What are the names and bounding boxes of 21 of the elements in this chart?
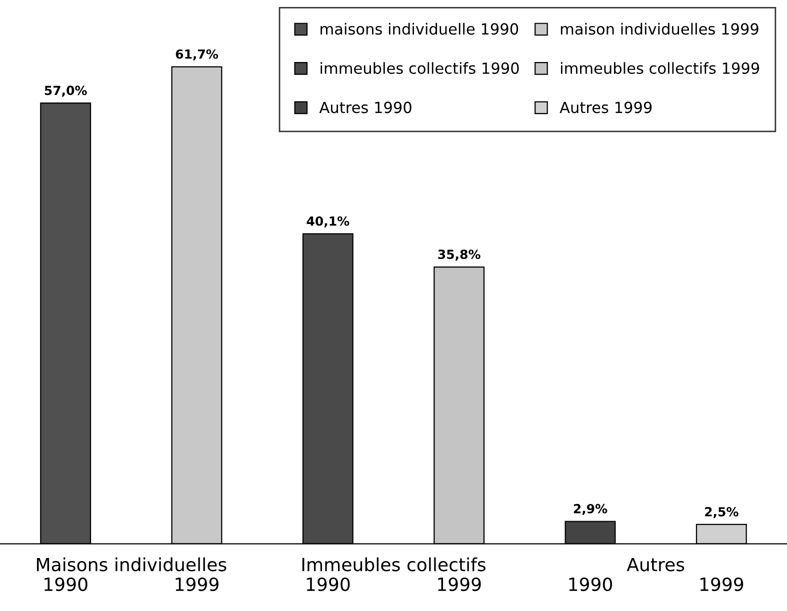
legend-label: maisons individuelle 1990 <box>320 22 518 35</box>
text: Maisons individuelles <box>36 557 226 572</box>
data-label: 40,1% <box>306 216 350 228</box>
legend-label: immeubles collectifs 1999 <box>560 62 760 74</box>
data-label: 35,8% <box>438 250 480 261</box>
x-tick-label: 1990 <box>569 577 612 592</box>
text: Autres <box>626 558 684 572</box>
data-label: 57,0% <box>44 86 87 97</box>
legend-label: Autres 1990 <box>319 102 412 114</box>
x-tick-label: 1990 <box>44 577 88 592</box>
data-label: 2,5% <box>705 507 738 518</box>
x-tick-label: 1999 <box>176 577 218 592</box>
legend-label: maison individuelles 1999 <box>560 22 758 35</box>
legend-label: Autres 1999 <box>560 102 652 114</box>
data-label: 2,9% <box>574 504 608 515</box>
data-label: 61,7% <box>176 49 218 60</box>
legend-label: immeubles collectifs 1990 <box>320 62 519 74</box>
x-tick-label: 1990 <box>306 577 350 592</box>
x-tick-label: 1999 <box>438 577 481 592</box>
text: Immeubles collectifs <box>302 557 486 572</box>
x-tick-label: 1999 <box>700 577 744 592</box>
